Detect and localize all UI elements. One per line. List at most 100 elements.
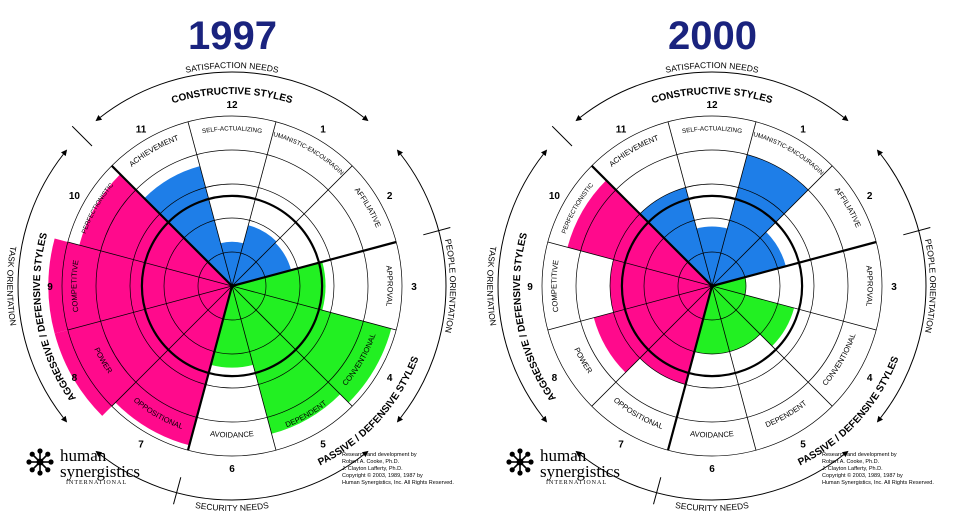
arrowhead-icon	[61, 149, 68, 157]
style-number: 11	[616, 124, 627, 135]
arrowhead-icon	[841, 450, 849, 457]
logo-line-3: INTERNATIONAL	[66, 480, 127, 486]
scale-ring	[95, 149, 369, 423]
sector-divider	[711, 285, 757, 451]
style-label: COMPETITIVE	[69, 259, 80, 312]
style-score-wedge	[696, 226, 728, 286]
style-score-wedge	[593, 286, 712, 373]
orientation-label: TASK ORIENTATION	[485, 245, 499, 326]
style-score-wedge	[232, 261, 326, 311]
style-score-wedge	[232, 242, 292, 286]
threshold-ring	[140, 194, 324, 378]
copyright-credits: Research and development by Robert A. Co…	[822, 452, 952, 487]
logo-line-2: synergistics	[540, 462, 620, 481]
style-score-wedge	[232, 286, 392, 403]
style-label: ACHIEVEMENT	[607, 133, 660, 169]
style-number: 2	[867, 191, 873, 202]
sector-divider	[67, 241, 233, 287]
scale-ring	[197, 251, 267, 321]
style-number: 1	[320, 124, 326, 135]
cluster-boundary-tick	[423, 227, 451, 236]
style-number: 10	[69, 191, 81, 202]
logo-star-icon	[506, 448, 534, 476]
orientation-label: PEOPLE ORIENTATION	[443, 238, 458, 334]
sector-divider	[547, 241, 713, 287]
sector-divider	[67, 285, 233, 331]
style-number: 4	[387, 373, 393, 384]
orientation-label: TASK ORIENTATION	[5, 245, 19, 326]
orientation-label: SATISFACTION NEEDS	[184, 60, 279, 75]
style-number: 5	[800, 440, 806, 451]
scale-ring	[609, 183, 815, 389]
arrowhead-icon	[876, 415, 883, 423]
orientation-arc	[400, 153, 447, 419]
arrowhead-icon	[575, 450, 583, 457]
orientation-arc	[579, 71, 845, 118]
style-label: POWER	[572, 346, 594, 375]
arrowhead-icon	[361, 115, 369, 122]
credit-line: Human Synergistics, Inc. All Rights Rese…	[342, 480, 454, 486]
cluster-boundary-tick	[551, 125, 573, 147]
style-score-wedge	[232, 286, 341, 434]
arrowhead-icon	[95, 450, 103, 457]
style-score-wedge	[48, 238, 232, 334]
style-number: 2	[387, 191, 393, 202]
credit-line: Research and development by	[342, 452, 417, 458]
style-label: HUMANISTIC-ENCOURAGING	[0, 0, 345, 177]
arrowhead-icon	[361, 450, 369, 457]
center-point	[230, 284, 234, 288]
logo-line-1: human	[540, 446, 587, 465]
arrowhead-icon	[876, 149, 883, 157]
style-score-wedge	[144, 166, 232, 286]
style-number: 8	[72, 373, 78, 384]
style-number: 9	[47, 282, 53, 293]
circumplex-panel-1997: 1997 HUMANISTIC-ENCOURAGING AFFILIATIVE AP…	[0, 0, 458, 513]
scale-ring	[575, 149, 849, 423]
sector-divider	[231, 285, 353, 407]
credit-line: J. Clayton Lafferty, Ph.D.	[822, 466, 883, 472]
sector-divider	[231, 165, 353, 287]
style-label: AVOIDANCE	[690, 429, 735, 440]
style-number: 1	[800, 124, 806, 135]
threshold-ring	[620, 194, 804, 378]
sector-divider	[111, 165, 233, 287]
orientation-arc	[99, 71, 365, 118]
style-label: DEPENDENT	[764, 398, 809, 429]
style-number: 8	[552, 373, 558, 384]
arrowhead-icon	[396, 149, 403, 157]
cluster-boundary-tick	[653, 477, 662, 505]
scale-ring	[643, 217, 781, 355]
sector-divider	[711, 121, 757, 287]
style-label: COMPETITIVE	[549, 259, 560, 312]
circumplex-diagram: HUMANISTIC-ENCOURAGING AFFILIATIVE APPROVA…	[480, 0, 938, 513]
logo-star-icon	[26, 448, 54, 476]
sector-divider	[711, 165, 833, 287]
sector-divider	[547, 285, 713, 331]
sector-divider	[231, 240, 397, 288]
style-number: 12	[226, 100, 238, 111]
sector-divider	[187, 121, 233, 287]
circumplex-diagram: HUMANISTIC-ENCOURAGING AFFILIATIVE APPROVA…	[0, 0, 458, 513]
style-number: 4	[867, 373, 873, 384]
logo-line-1: human	[60, 446, 107, 465]
style-score-wedge	[610, 259, 712, 313]
style-label: APPROVAL	[864, 265, 874, 307]
year-title: 1997	[188, 14, 277, 58]
style-score-wedge	[79, 174, 232, 286]
style-score-wedge	[115, 286, 232, 446]
sector-divider	[711, 240, 877, 288]
scale-ring	[677, 251, 747, 321]
sector-divider	[667, 121, 713, 287]
style-number: 7	[138, 440, 144, 451]
orientation-arc	[497, 153, 544, 419]
arrowhead-icon	[575, 115, 583, 122]
arrowhead-icon	[541, 149, 548, 157]
sector-divider	[666, 285, 714, 451]
style-number: 6	[229, 464, 235, 475]
sector-divider	[111, 285, 233, 407]
orientation-arc	[579, 454, 845, 501]
arrowhead-icon	[61, 415, 68, 423]
sector-divider	[231, 121, 277, 287]
arrowhead-icon	[396, 415, 403, 423]
style-label: SELF-ACTUALIZING	[681, 125, 742, 135]
